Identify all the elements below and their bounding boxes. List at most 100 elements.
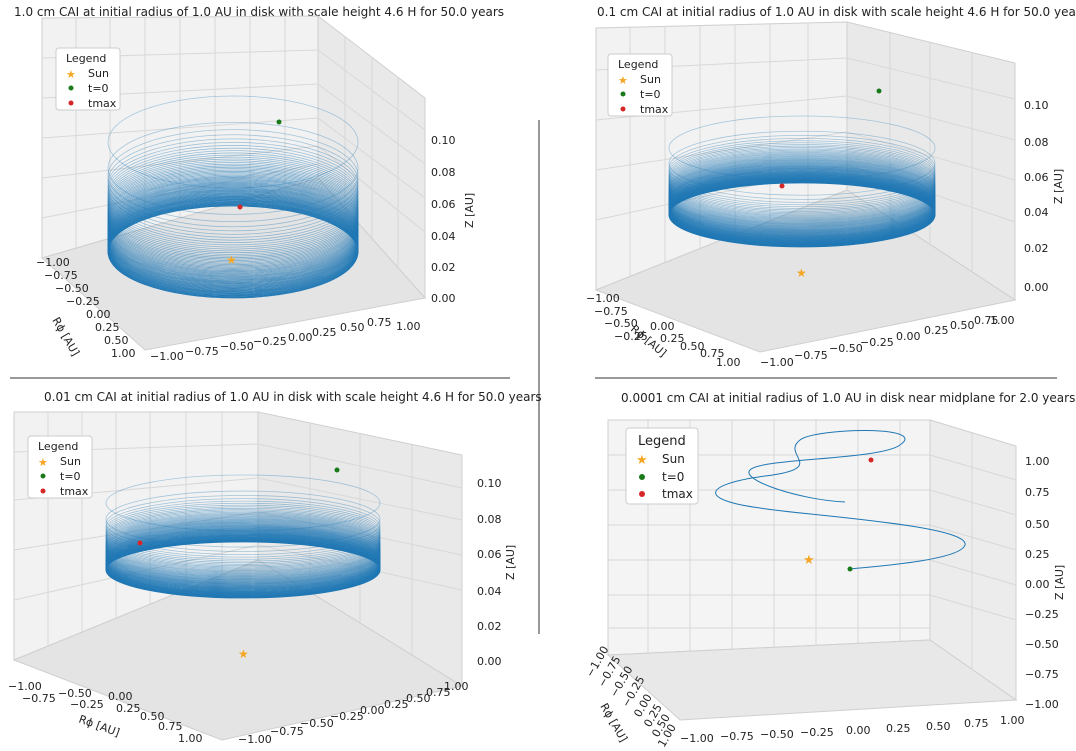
trajectory-ring bbox=[107, 141, 359, 235]
t0-marker bbox=[847, 566, 853, 572]
panel-1-legend: Legend ★ Sun t=0 tmax bbox=[55, 47, 121, 111]
panel-2-trajectory bbox=[668, 115, 936, 248]
panel-1-x-ticks: −1.00 −0.75 −0.50 −0.25 0.00 0.25 0.50 0… bbox=[150, 316, 421, 363]
x-tick: −1.00 bbox=[760, 356, 794, 369]
x-tick: −0.75 bbox=[794, 349, 828, 362]
x-tick: −0.50 bbox=[760, 728, 794, 741]
sun-marker: ★ bbox=[226, 253, 237, 267]
z-axis-label: Z [AU] bbox=[1052, 169, 1065, 204]
x-tick: 0.50 bbox=[340, 321, 365, 334]
y-tick: 0.50 bbox=[680, 340, 705, 353]
z-tick: 0.10 bbox=[431, 134, 456, 147]
trajectory-ring bbox=[105, 507, 381, 565]
t0-marker bbox=[334, 467, 340, 473]
y-axis-label: Rϕ [AU] bbox=[77, 713, 121, 740]
x-tick: −0.75 bbox=[720, 730, 754, 743]
z-tick: 0.75 bbox=[1025, 486, 1050, 499]
panel-4-trajectory bbox=[715, 430, 966, 570]
z-tick: 0.00 bbox=[1024, 281, 1049, 294]
x-tick: 0.00 bbox=[288, 331, 313, 344]
y-tick: −0.75 bbox=[22, 692, 56, 705]
trajectory-ring bbox=[668, 150, 936, 216]
tmax-marker bbox=[779, 183, 785, 189]
legend-tmax-label: tmax bbox=[60, 485, 89, 498]
z-tick: −0.25 bbox=[1025, 608, 1059, 621]
y-tick: −0.50 bbox=[58, 687, 92, 700]
panel-3-title: 0.01 cm CAI at initial radius of 1.0 AU … bbox=[44, 390, 542, 404]
legend-t0-label: t=0 bbox=[88, 82, 109, 95]
y-tick: 0.00 bbox=[650, 320, 675, 333]
z-tick: 1.00 bbox=[1025, 455, 1050, 468]
y-tick: 0.75 bbox=[158, 720, 183, 733]
trajectory-ring bbox=[668, 182, 936, 248]
legend-tmax-label: tmax bbox=[88, 97, 117, 110]
panel-3: 0.01 cm CAI at initial radius of 1.0 AU … bbox=[8, 390, 542, 746]
tmax-legend-marker bbox=[40, 488, 46, 494]
z-tick: 0.10 bbox=[1024, 99, 1049, 112]
x-tick: 0.75 bbox=[964, 717, 989, 730]
x-tick: 0.25 bbox=[886, 722, 911, 735]
y-axis-label: Rϕ [AU] bbox=[49, 315, 82, 358]
x-tick: 1.00 bbox=[990, 314, 1015, 327]
y-tick: 1.00 bbox=[111, 347, 136, 360]
panel-4-z-ticks: 1.00 0.75 0.50 0.25 0.00 −0.25 −0.50 −0.… bbox=[1025, 455, 1059, 711]
panel-1-trajectory bbox=[107, 95, 359, 299]
trajectory-ring bbox=[105, 509, 381, 567]
y-tick: 0.00 bbox=[108, 690, 133, 703]
trajectory-ring bbox=[105, 490, 381, 548]
tmax-legend-marker bbox=[620, 106, 626, 112]
panel-1-y-ticks: −1.00 −0.75 −0.50 −0.25 0.00 0.25 0.50 1… bbox=[36, 256, 136, 360]
panel-3-trajectory bbox=[105, 474, 381, 599]
trajectory-ring bbox=[105, 504, 381, 562]
panel-4-floor-pane bbox=[606, 639, 1018, 721]
y-tick: 0.00 bbox=[86, 308, 111, 321]
z-tick: −1.00 bbox=[1025, 698, 1059, 711]
panel-4: 0.0001 cm CAI at initial radius of 1.0 A… bbox=[583, 391, 1075, 750]
x-tick: 0.50 bbox=[950, 319, 975, 332]
y-tick: −1.00 bbox=[36, 256, 70, 269]
trajectory-ring bbox=[107, 145, 359, 238]
panel-2-y-ticks: −1.00 −0.75 −0.50 −0.25 0.00 0.25 0.50 0… bbox=[586, 292, 741, 369]
x-tick: 1.00 bbox=[444, 680, 469, 693]
sun-legend-icon: ★ bbox=[618, 74, 628, 87]
trajectory-ring bbox=[107, 205, 359, 299]
x-tick: 0.00 bbox=[846, 724, 871, 737]
trajectory-ring bbox=[668, 145, 936, 211]
x-tick: 0.75 bbox=[974, 314, 999, 327]
panel-3-y-ticks: −1.00 −0.75 −0.50 −0.25 0.00 0.25 0.50 0… bbox=[8, 680, 203, 745]
sun-marker: ★ bbox=[803, 553, 815, 568]
tmax-marker bbox=[237, 204, 243, 210]
z-tick: 0.04 bbox=[431, 230, 456, 243]
trajectory-ring bbox=[668, 149, 936, 215]
x-tick: −0.75 bbox=[185, 345, 219, 358]
trajectory-ring bbox=[668, 152, 936, 218]
y-tick: −0.25 bbox=[66, 295, 100, 308]
z-axis-label: Z [AU] bbox=[1053, 565, 1066, 600]
panel-1-title: 1.0 cm CAI at initial radius of 1.0 AU i… bbox=[14, 5, 504, 19]
y-tick: −0.25 bbox=[70, 698, 104, 711]
z-tick: 0.04 bbox=[1024, 206, 1049, 219]
x-tick: −0.25 bbox=[330, 710, 364, 723]
y-tick: −0.75 bbox=[594, 305, 628, 318]
legend-t0-label: t=0 bbox=[640, 88, 661, 101]
x-tick: 0.75 bbox=[426, 686, 451, 699]
trajectory-ring bbox=[668, 130, 936, 196]
y-tick: −0.75 bbox=[44, 269, 78, 282]
y-tick: 0.50 bbox=[104, 334, 129, 347]
trajectory-ring bbox=[107, 129, 359, 223]
panel-4-grid bbox=[608, 420, 1017, 670]
trajectory-ring bbox=[668, 151, 936, 217]
panel-3-z-ticks: 0.00 0.02 0.04 0.06 0.08 0.10 bbox=[477, 477, 502, 668]
y-tick: −1.00 bbox=[8, 680, 42, 693]
t0-legend-marker bbox=[40, 473, 46, 479]
legend-title: Legend bbox=[38, 440, 78, 453]
trajectory-ring bbox=[105, 500, 381, 558]
trajectory-ring bbox=[668, 144, 936, 209]
trajectory-ring bbox=[107, 147, 359, 241]
trajectory-ring bbox=[105, 495, 381, 552]
x-tick: −0.50 bbox=[300, 717, 334, 730]
y-tick: 0.25 bbox=[95, 321, 120, 334]
x-tick: 0.50 bbox=[926, 720, 951, 733]
z-tick: 0.10 bbox=[477, 477, 502, 490]
y-tick: 0.25 bbox=[116, 702, 141, 715]
